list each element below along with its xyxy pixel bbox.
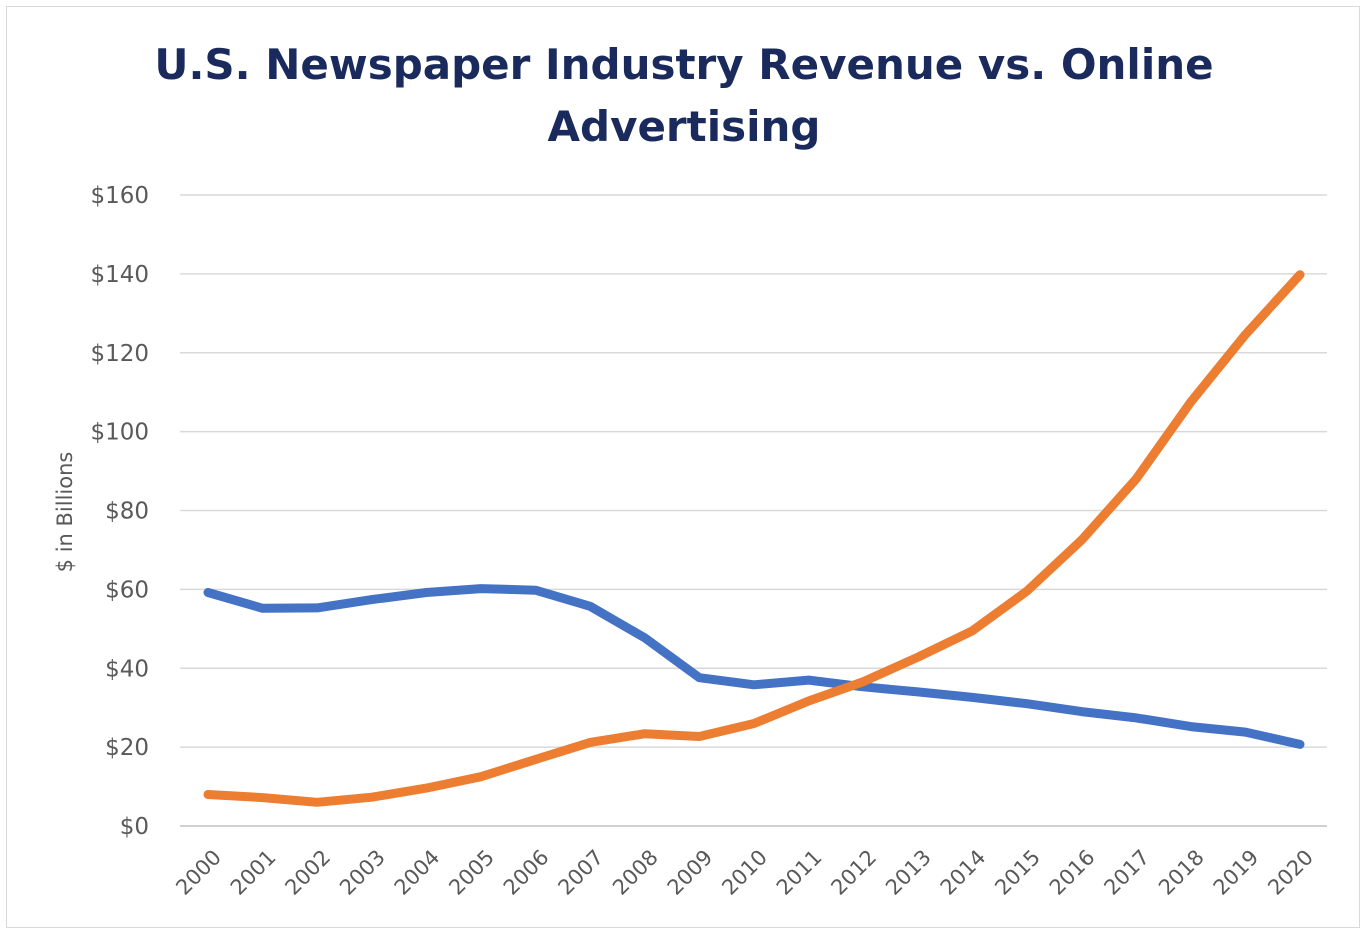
x-tick-label: 2009 bbox=[663, 845, 718, 900]
y-tick-label: $80 bbox=[105, 499, 149, 525]
y-tick-label: $100 bbox=[90, 420, 149, 446]
x-tick-label: 2014 bbox=[936, 845, 991, 900]
y-axis-label: $ in Billions bbox=[53, 452, 77, 573]
y-axis-ticks: $0 $20 $40 $60 $80 $100 $120 $140 $160 bbox=[90, 183, 149, 840]
x-tick-label: 2020 bbox=[1263, 845, 1318, 900]
gridlines bbox=[180, 194, 1327, 827]
x-tick-label: 2001 bbox=[226, 845, 281, 900]
x-axis-ticks: 2000 2001 2002 2003 2004 2005 2006 2007 2008 2009… bbox=[171, 845, 1318, 900]
x-tick-label: 2008 bbox=[608, 845, 663, 900]
x-tick-label: 2005 bbox=[444, 845, 499, 900]
x-tick-label: 2004 bbox=[390, 845, 445, 900]
y-tick-label: $0 bbox=[120, 814, 149, 840]
x-tick-label: 2016 bbox=[1045, 845, 1100, 900]
chart-title: U.S. Newspaper Industry Revenue vs. Onli… bbox=[0, 34, 1368, 158]
x-tick-label: 2007 bbox=[553, 845, 608, 900]
x-tick-label: 2000 bbox=[171, 845, 226, 900]
x-tick-label: 2018 bbox=[1154, 845, 1209, 900]
y-tick-label: $140 bbox=[90, 262, 149, 288]
y-tick-label: $40 bbox=[105, 656, 149, 682]
x-tick-label: 2012 bbox=[826, 845, 881, 900]
x-tick-label: 2019 bbox=[1209, 845, 1264, 900]
chart-frame bbox=[6, 6, 1360, 928]
x-tick-label: 2011 bbox=[772, 845, 827, 900]
x-tick-label: 2006 bbox=[499, 845, 554, 900]
y-tick-label: $120 bbox=[90, 341, 149, 367]
x-tick-label: 2003 bbox=[335, 845, 390, 900]
series-lines bbox=[203, 270, 1305, 807]
x-tick-label: 2002 bbox=[280, 845, 335, 900]
y-tick-label: $20 bbox=[105, 735, 149, 761]
x-tick-label: 2017 bbox=[1099, 845, 1154, 900]
x-tick-label: 2010 bbox=[717, 845, 772, 900]
series-line-1 bbox=[203, 584, 1305, 749]
x-tick-label: 2013 bbox=[881, 845, 936, 900]
series-line-2 bbox=[203, 270, 1305, 807]
chart-title-line-1: U.S. Newspaper Industry Revenue vs. Onli… bbox=[154, 40, 1214, 89]
chart-title-line-2: Advertising bbox=[547, 102, 821, 151]
y-tick-label: $160 bbox=[90, 183, 149, 209]
y-tick-label: $60 bbox=[105, 577, 149, 603]
x-tick-label: 2015 bbox=[990, 845, 1045, 900]
